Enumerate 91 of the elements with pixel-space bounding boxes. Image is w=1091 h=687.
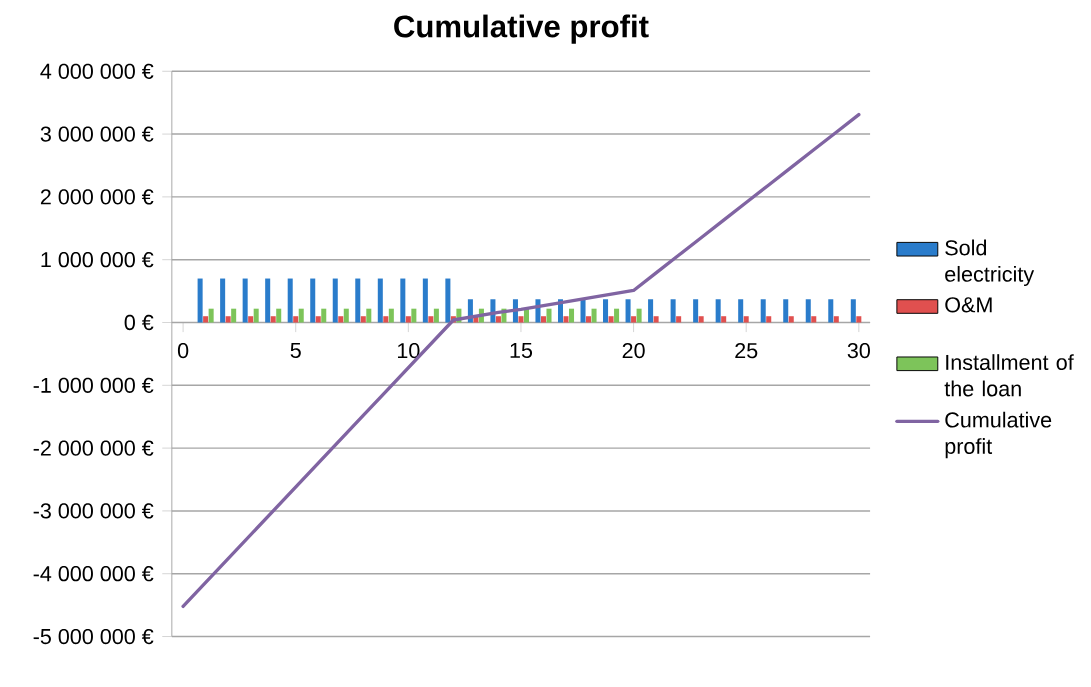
bar [603, 299, 609, 323]
bar [298, 308, 304, 323]
bar [433, 308, 439, 323]
bar [383, 316, 389, 323]
bar [248, 316, 254, 323]
bar [760, 299, 766, 323]
bar [220, 278, 226, 323]
bar [540, 316, 546, 323]
bar [766, 316, 772, 323]
bar [242, 278, 248, 323]
legend-label: Installment of the loan [944, 354, 1074, 397]
bar [338, 316, 344, 323]
bar [721, 316, 727, 323]
bar [850, 299, 856, 323]
bar [321, 308, 327, 323]
y-tick-label: -4 000 000 € [33, 566, 154, 582]
bar [715, 299, 721, 323]
bar [270, 316, 276, 323]
y-tick-label: 4 000 000 € [40, 63, 154, 79]
x-tick-label: 20 [622, 342, 645, 359]
bar [253, 308, 259, 323]
y-tick-label: -2 000 000 € [33, 440, 154, 456]
legend-label: Cumulative profit [945, 411, 1052, 459]
bar [265, 278, 271, 323]
bar [276, 308, 282, 323]
x-tick-label: 5 [290, 342, 301, 359]
y-tick-label: 3 000 000 € [40, 126, 154, 142]
bar [563, 316, 569, 323]
x-tick-label: 10 [398, 342, 420, 359]
bar [197, 278, 203, 323]
bar [783, 299, 789, 323]
bar [332, 278, 338, 323]
bar [287, 278, 293, 323]
bar [343, 308, 349, 323]
bar [569, 308, 575, 323]
bar [518, 316, 524, 323]
bar [208, 308, 214, 323]
y-tick-label: -5 000 000 € [33, 628, 154, 645]
bar [377, 278, 383, 323]
y-tick-label: -1 000 000 € [33, 377, 154, 393]
bar [631, 316, 637, 323]
bar [315, 316, 321, 323]
bar [738, 299, 744, 323]
bar [355, 278, 361, 323]
y-tick-label: -3 000 000 € [33, 503, 154, 519]
bar [422, 278, 428, 323]
bar [405, 316, 411, 323]
bar [203, 316, 209, 323]
bar [828, 299, 834, 323]
bar [805, 299, 811, 323]
x-tick-label: 15 [510, 342, 533, 359]
bar [293, 316, 299, 323]
x-tick-label: 30 [847, 342, 870, 359]
bar [833, 316, 839, 323]
legend-label: Sold electricity [945, 239, 1035, 287]
bar [811, 316, 817, 323]
bar [586, 316, 592, 323]
y-tick-label: 0 € [124, 314, 154, 331]
bar [400, 278, 406, 323]
bar [580, 299, 586, 323]
bar [608, 316, 614, 323]
bar [388, 308, 394, 323]
bar [428, 316, 434, 323]
bar [411, 308, 417, 323]
bar [495, 316, 501, 323]
bar [636, 308, 642, 323]
bar [670, 299, 676, 323]
bar [625, 299, 631, 323]
bar [360, 316, 366, 323]
bar [743, 316, 749, 323]
bar [366, 308, 372, 323]
bar [653, 316, 659, 323]
x-tick-label: 0 [177, 342, 189, 359]
x-tick-label: 25 [735, 342, 758, 359]
bar [225, 316, 231, 323]
bar [693, 299, 699, 323]
bar [591, 308, 597, 323]
bar [856, 316, 862, 323]
y-tick-label: 1 000 000 € [41, 252, 154, 268]
legend-label: O&M [945, 297, 992, 313]
bar [231, 308, 237, 323]
bar [788, 316, 794, 323]
bar [445, 278, 451, 323]
bar [698, 316, 704, 323]
chart-title: Cumulative profit [394, 14, 649, 44]
bar [648, 299, 654, 323]
bar [614, 308, 620, 323]
bar [310, 278, 316, 323]
y-tick-label: 2 000 000 € [40, 189, 154, 205]
bar [676, 316, 682, 323]
bar [546, 308, 552, 323]
